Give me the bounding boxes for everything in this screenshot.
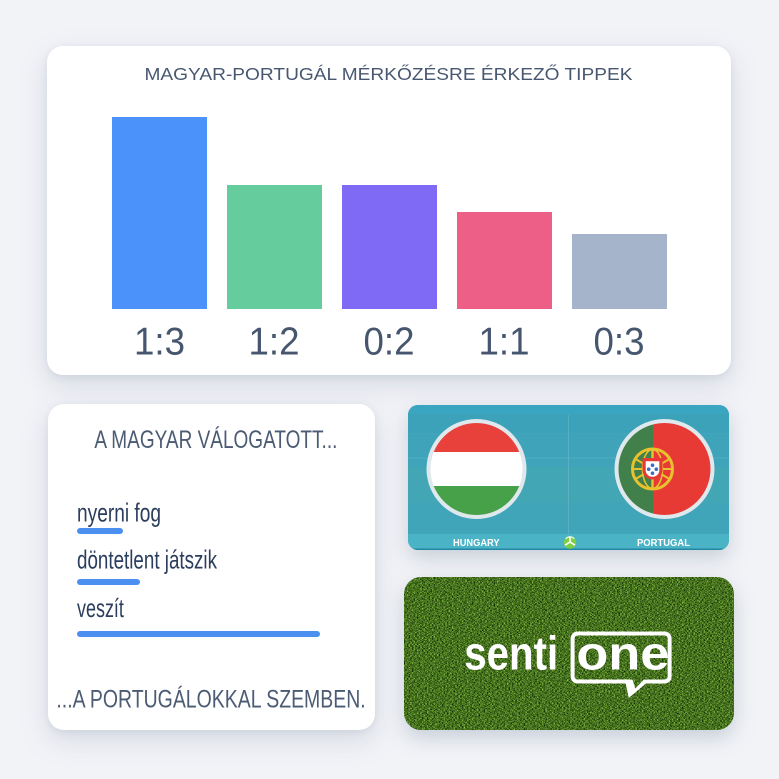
- svg-text:one: one: [576, 627, 669, 680]
- svg-text:MAGYAR-PORTUGÁL MÉRKŐZÉSRE ÉRK: MAGYAR-PORTUGÁL MÉRKŐZÉSRE ÉRKEZŐ TIPPEK: [145, 63, 633, 84]
- svg-text:1:1: 1:1: [479, 321, 530, 364]
- svg-text:A MAGYAR VÁLOGATOTT...: A MAGYAR VÁLOGATOTT...: [94, 425, 337, 454]
- svg-text:0:3: 0:3: [594, 321, 645, 364]
- svg-text:döntetlent játszik: döntetlent játszik: [77, 545, 218, 575]
- svg-text:...A PORTUGÁLOKKAL SZEMBEN.: ...A PORTUGÁLOKKAL SZEMBEN.: [56, 685, 365, 714]
- svg-text:nyerni fog: nyerni fog: [77, 498, 161, 528]
- svg-text:veszít: veszít: [77, 593, 124, 623]
- svg-text:0:2: 0:2: [364, 321, 415, 364]
- svg-text:PORTUGAL: PORTUGAL: [637, 538, 690, 549]
- svg-text:senti: senti: [464, 627, 558, 680]
- svg-text:HUNGARY: HUNGARY: [453, 538, 500, 549]
- svg-text:1:3: 1:3: [134, 321, 185, 364]
- svg-text:1:2: 1:2: [249, 321, 300, 364]
